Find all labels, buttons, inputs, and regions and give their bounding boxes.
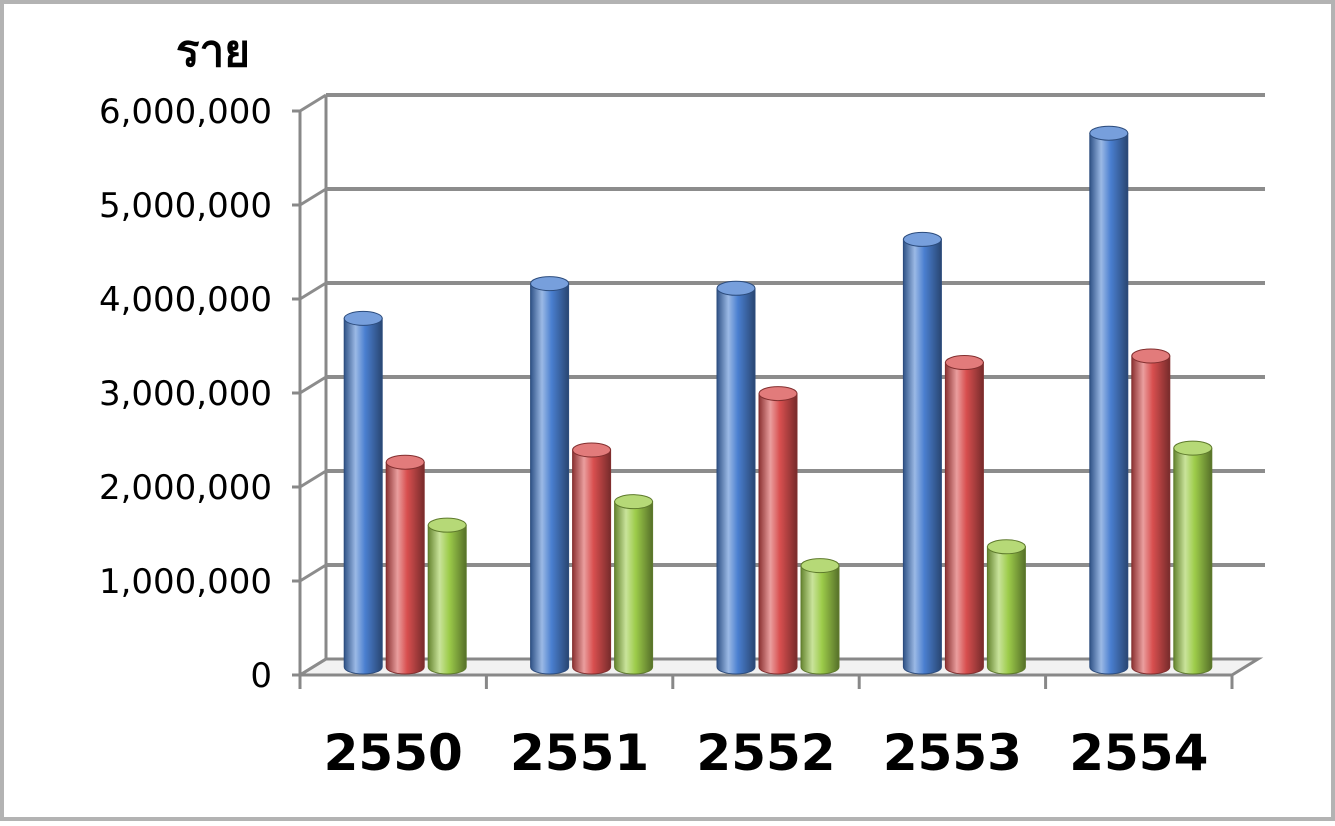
bar-2551-s2: [572, 442, 612, 675]
gridline-diagonal: [299, 281, 327, 301]
bar-top: [800, 558, 840, 574]
gridline-diagonal: [299, 563, 327, 583]
bar-2552-s3: [800, 558, 840, 675]
bar-body: [614, 501, 654, 675]
bar-body: [1089, 132, 1129, 675]
bar-top: [614, 494, 654, 510]
bar-2550-s1: [343, 310, 383, 675]
y-tick-label: 6,000,000: [99, 92, 272, 132]
bar-top: [427, 517, 467, 533]
bar-body: [1131, 355, 1171, 675]
bar-top: [530, 276, 570, 292]
x-tick-label: 2553: [883, 724, 1022, 782]
y-tick-label: 1,000,000: [99, 562, 272, 602]
y-tick-label: 5,000,000: [99, 186, 272, 226]
bar-body: [758, 393, 798, 675]
x-tick-label: 2550: [324, 724, 463, 782]
x-tick-labels: 2550 2551 2552 2553 2554: [324, 724, 1209, 782]
bar-2552-s2: [758, 386, 798, 675]
gridline-diagonal: [299, 657, 327, 677]
y-tick-label: 0: [250, 656, 272, 696]
x-tick-label: 2554: [1069, 724, 1208, 782]
bar-top: [572, 442, 612, 458]
bar-body: [800, 565, 840, 675]
gridline-diagonal: [299, 93, 327, 113]
bar-top: [758, 386, 798, 402]
y-tick-label: 2,000,000: [99, 468, 272, 508]
bar-top: [343, 310, 383, 326]
bar-body: [530, 283, 570, 675]
bar-top: [1173, 440, 1213, 456]
gridline-diagonal: [299, 469, 327, 489]
bar-top: [385, 454, 425, 470]
x-tick-label: 2551: [510, 724, 649, 782]
bar-2554-s3: [1173, 440, 1213, 675]
bars: [343, 125, 1213, 675]
bar-2553-s1: [902, 231, 942, 675]
bar-2551-s3: [614, 494, 654, 675]
gridline-diagonal: [299, 187, 327, 207]
bar-2550-s3: [427, 517, 467, 675]
bar-body: [1173, 447, 1213, 675]
bar-2552-s1: [716, 280, 756, 675]
bar-2550-s2: [385, 454, 425, 675]
y-tick-label: 3,000,000: [99, 374, 272, 414]
bar-top: [1131, 348, 1171, 364]
bar-top: [1089, 125, 1129, 141]
bar-body: [944, 362, 984, 675]
bar-body: [716, 287, 756, 675]
axes: [292, 109, 1234, 689]
bar-top: [944, 355, 984, 371]
bar-body: [902, 238, 942, 675]
bar-body: [572, 449, 612, 675]
bar-top: [716, 280, 756, 296]
bar-body: [385, 461, 425, 675]
x-tick-label: 2552: [696, 724, 835, 782]
bar-top: [986, 539, 1026, 555]
y-tick-labels: 0 1,000,000 2,000,000 3,000,000 4,000,000 5,0…: [99, 92, 272, 696]
bar-2553-s2: [944, 355, 984, 675]
bar-top: [902, 231, 942, 247]
bar-2553-s3: [986, 539, 1026, 675]
bar-2554-s2: [1131, 348, 1171, 675]
bar-body: [343, 317, 383, 675]
bar-body: [427, 524, 467, 675]
y-tick-label: 4,000,000: [99, 280, 272, 320]
bar-2554-s1: [1089, 125, 1129, 675]
gridline-diagonal: [299, 375, 327, 395]
bar-2551-s1: [530, 276, 570, 675]
y-axis-label: ราย: [176, 26, 250, 77]
bar-body: [986, 546, 1026, 675]
